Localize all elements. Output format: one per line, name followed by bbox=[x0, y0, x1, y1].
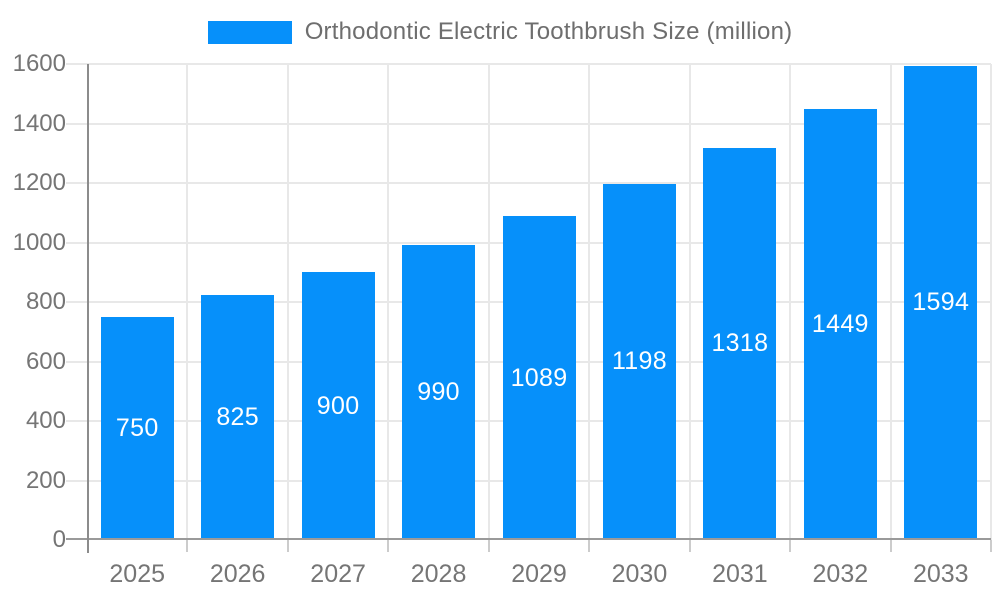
plot-area: 750 825 900 990 1089 1198 1318 1449 1594 bbox=[66, 63, 992, 553]
bar-2025[interactable]: 750 bbox=[100, 316, 174, 540]
bar-2033[interactable]: 1594 bbox=[904, 65, 978, 540]
bar-value-label: 990 bbox=[417, 378, 460, 407]
x-tick-mark bbox=[890, 540, 892, 552]
bar-value-label: 900 bbox=[316, 391, 360, 420]
x-tick-mark bbox=[186, 540, 188, 552]
bar-2032[interactable]: 1449 bbox=[803, 108, 877, 540]
legend[interactable]: Orthodontic Electric Toothbrush Size (mi… bbox=[0, 14, 1000, 50]
x-tick-mark bbox=[287, 540, 289, 552]
x-tick-label: 2026 bbox=[209, 560, 266, 588]
bar-value-label: 1198 bbox=[611, 347, 667, 376]
legend-label: Orthodontic Electric Toothbrush Size (mi… bbox=[304, 18, 793, 45]
x-tick-label: 2031 bbox=[712, 560, 768, 588]
x-tick-mark bbox=[789, 540, 791, 552]
bar-value-label: 1089 bbox=[510, 363, 568, 392]
bar-value-label: 750 bbox=[115, 413, 159, 442]
bar-2028[interactable]: 990 bbox=[402, 245, 476, 540]
x-tick-label: 2033 bbox=[912, 560, 969, 588]
v-gridline bbox=[387, 64, 389, 540]
x-tick-label: 2032 bbox=[812, 560, 869, 588]
h-gridline bbox=[66, 182, 991, 184]
x-tick-mark bbox=[689, 540, 691, 552]
h-gridline bbox=[66, 63, 991, 65]
y-tick-label: 0 bbox=[52, 526, 66, 553]
bar-2029[interactable]: 1089 bbox=[502, 216, 576, 540]
v-gridline bbox=[488, 64, 490, 540]
y-axis-line bbox=[87, 64, 89, 553]
bar-2026[interactable]: 825 bbox=[201, 294, 275, 540]
legend-swatch bbox=[207, 20, 292, 44]
y-tick-label: 600 bbox=[25, 347, 66, 375]
y-tick-label: 1200 bbox=[12, 169, 66, 196]
y-tick-label: 1600 bbox=[12, 50, 66, 77]
x-tick-label: 2027 bbox=[310, 560, 366, 588]
x-tick-mark bbox=[588, 540, 590, 552]
y-tick-label: 1000 bbox=[12, 228, 66, 256]
bar-value-label: 1318 bbox=[711, 329, 769, 358]
bar-2030[interactable]: 1198 bbox=[602, 183, 676, 540]
v-gridline bbox=[689, 64, 691, 540]
x-tick-label: 2030 bbox=[611, 560, 668, 588]
v-gridline bbox=[789, 64, 791, 540]
y-tick-label: 1400 bbox=[12, 109, 66, 137]
x-tick-mark bbox=[387, 540, 389, 552]
bar-value-label: 1449 bbox=[811, 309, 869, 338]
x-tick-label: 2025 bbox=[109, 560, 166, 588]
y-tick-label: 200 bbox=[25, 466, 66, 494]
y-tick-label: 400 bbox=[25, 407, 66, 434]
x-axis-line bbox=[66, 538, 991, 540]
bar-2031[interactable]: 1318 bbox=[703, 147, 777, 540]
bar-2027[interactable]: 900 bbox=[301, 272, 375, 540]
x-tick-label: 2028 bbox=[410, 560, 467, 588]
v-gridline bbox=[186, 64, 188, 540]
v-gridline bbox=[890, 64, 892, 540]
v-gridline bbox=[990, 64, 992, 540]
x-tick-mark bbox=[990, 540, 992, 552]
x-tick-label: 2029 bbox=[511, 560, 567, 588]
x-tick-mark bbox=[488, 540, 490, 552]
bar-value-label: 1594 bbox=[912, 288, 970, 317]
bar-value-label: 825 bbox=[216, 402, 259, 431]
v-gridline bbox=[287, 64, 289, 540]
v-gridline bbox=[588, 64, 590, 540]
h-gridline bbox=[66, 122, 991, 125]
y-tick-label: 800 bbox=[25, 288, 66, 315]
